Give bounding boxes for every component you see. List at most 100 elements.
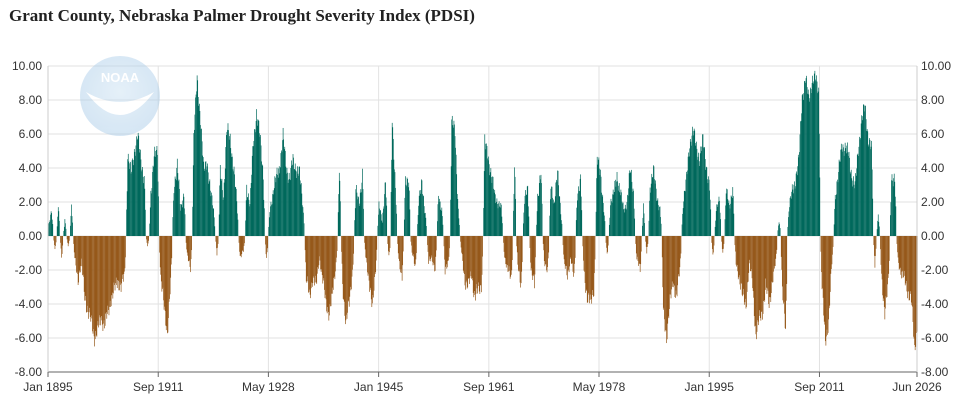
- pdsi-bar: [736, 236, 737, 267]
- pdsi-bar: [633, 208, 635, 236]
- pdsi-bar: [89, 236, 91, 308]
- pdsi-bar: [856, 168, 858, 236]
- pdsi-bar: [71, 204, 72, 236]
- pdsi-bar: [495, 203, 497, 236]
- pdsi-bar: [632, 188, 634, 236]
- pdsi-bar: [915, 236, 917, 333]
- pdsi-bar: [100, 236, 102, 321]
- pdsi-bar: [463, 236, 465, 273]
- pdsi-bar: [514, 167, 515, 236]
- pdsi-bar: [203, 168, 205, 236]
- y-tick-label-left: -2.00: [15, 263, 43, 277]
- pdsi-bar: [832, 236, 834, 247]
- pdsi-bar: [49, 220, 51, 236]
- pdsi-bar: [224, 168, 226, 236]
- pdsi-bar: [445, 236, 447, 265]
- pdsi-bar: [308, 236, 310, 292]
- pdsi-bar: [183, 193, 184, 236]
- pdsi-bar: [579, 191, 580, 236]
- pdsi-bar: [691, 145, 692, 236]
- x-tick-label: May 1928: [242, 380, 295, 394]
- pdsi-bar: [715, 211, 717, 236]
- pdsi-bar: [597, 164, 599, 236]
- pdsi-bar: [90, 236, 92, 322]
- pdsi-bar: [648, 220, 650, 236]
- pdsi-bar: [881, 236, 882, 274]
- pdsi-bar: [511, 236, 513, 261]
- pdsi-bar: [337, 212, 339, 236]
- pdsi-bar: [809, 98, 811, 237]
- pdsi-bar: [772, 236, 774, 283]
- pdsi-bar: [564, 236, 566, 269]
- pdsi-bar: [828, 236, 830, 309]
- pdsi-bar: [515, 198, 516, 236]
- pdsi-bar: [748, 236, 750, 260]
- pdsi-bar: [791, 191, 793, 236]
- pdsi-bar: [491, 182, 493, 236]
- pdsi-bar: [505, 236, 507, 268]
- pdsi-bar: [170, 236, 172, 278]
- pdsi-bar: [180, 210, 181, 236]
- pdsi-bar: [109, 236, 111, 301]
- pdsi-bar: [164, 236, 165, 307]
- pdsi-bar: [206, 166, 208, 236]
- pdsi-bar: [476, 236, 477, 285]
- pdsi-bar: [811, 82, 813, 237]
- pdsi-bar: [811, 93, 812, 236]
- pdsi-bar: [334, 236, 336, 280]
- pdsi-bar: [133, 159, 135, 236]
- pdsi-bar: [424, 212, 426, 236]
- pdsi-bar: [235, 188, 237, 236]
- pdsi-bar: [94, 236, 96, 340]
- y-tick-label-left: -4.00: [15, 297, 43, 311]
- pdsi-bar: [557, 170, 559, 236]
- bars: [48, 70, 918, 351]
- pdsi-bar: [804, 80, 805, 236]
- pdsi-bar: [903, 236, 904, 278]
- pdsi-bar: [682, 208, 684, 236]
- pdsi-bar: [420, 189, 422, 236]
- pdsi-bar: [903, 236, 905, 271]
- pdsi-bar: [295, 178, 297, 236]
- pdsi-bar: [405, 184, 407, 236]
- pdsi-bar: [663, 236, 665, 308]
- y-tick-label-right: 8.00: [921, 93, 945, 107]
- pdsi-bar: [287, 172, 288, 236]
- pdsi-bar: [157, 154, 158, 236]
- pdsi-bar: [352, 236, 353, 270]
- pdsi-bar: [403, 219, 405, 236]
- pdsi-bar: [359, 203, 361, 236]
- pdsi-bar: [65, 223, 66, 236]
- pdsi-bar: [330, 236, 331, 307]
- pdsi-bar: [870, 146, 872, 236]
- pdsi-bar: [142, 176, 144, 236]
- pdsi-bar: [658, 210, 660, 236]
- pdsi-bar: [381, 222, 383, 236]
- pdsi-bar: [699, 153, 701, 236]
- pdsi-bar: [812, 81, 814, 236]
- pdsi-bar: [160, 236, 162, 275]
- pdsi-bar: [676, 236, 677, 295]
- pdsi-bar: [507, 236, 508, 266]
- pdsi-bar: [411, 236, 412, 246]
- y-tick-label-left: 10.00: [12, 59, 42, 73]
- pdsi-bar: [492, 176, 494, 236]
- pdsi-bar: [527, 206, 529, 236]
- pdsi-bar: [894, 196, 896, 236]
- pdsi-bar: [824, 236, 826, 342]
- pdsi-bar: [370, 236, 372, 300]
- pdsi-bar: [530, 236, 532, 271]
- pdsi-bar: [532, 236, 534, 275]
- pdsi-bar: [133, 149, 135, 236]
- pdsi-bar: [679, 236, 681, 268]
- pdsi-bar: [297, 166, 298, 236]
- pdsi-bar: [533, 236, 535, 277]
- pdsi-bar: [742, 236, 744, 289]
- pdsi-bar: [664, 236, 666, 332]
- pdsi-bar: [281, 151, 283, 236]
- pdsi-bar: [858, 146, 860, 236]
- pdsi-bar: [104, 236, 106, 326]
- pdsi-bar: [259, 136, 261, 236]
- pdsi-bar: [659, 206, 661, 236]
- pdsi-bar: [681, 224, 683, 236]
